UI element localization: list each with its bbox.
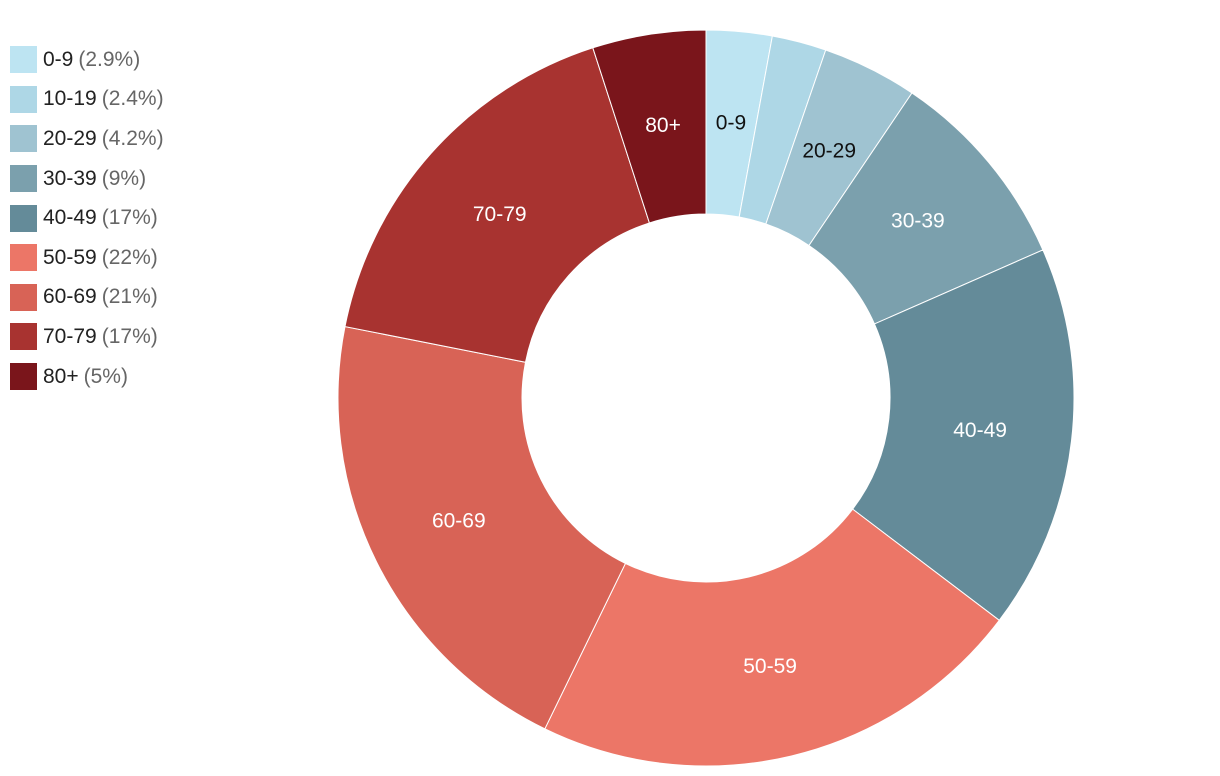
slice-label: 0-9: [716, 112, 746, 135]
legend-item: 0-9 (2.9%): [10, 40, 164, 80]
legend-swatch: [10, 85, 37, 113]
slice-label: 50-59: [743, 655, 797, 678]
legend-percent: (2.9%): [78, 47, 141, 71]
legend-percent: (17%): [101, 206, 158, 230]
donut-slice: [592, 29, 707, 224]
legend-percent: (5%): [83, 364, 128, 388]
legend-label: 70-79: [43, 324, 97, 348]
slice-label: 60-69: [432, 509, 486, 532]
legend-percent: (9%): [101, 166, 147, 190]
legend-label: 0-9: [43, 47, 74, 71]
legend-percent: (4.2%): [101, 126, 164, 150]
donut-slice: [344, 47, 651, 363]
slice-label: 70-79: [473, 203, 527, 226]
legend-swatch: [10, 283, 37, 311]
legend-item: 10-19 (2.4%): [10, 80, 164, 120]
legend-swatch: [10, 363, 37, 391]
donut-slice: [544, 508, 1000, 767]
legend-swatch: [10, 46, 37, 74]
slice-label: 30-39: [891, 210, 945, 233]
legend-item: 20-29 (4.2%): [10, 119, 164, 159]
legend-label: 40-49: [43, 206, 97, 230]
legend-percent: (17%): [101, 324, 158, 348]
legend-item: 60-69 (21%): [10, 278, 164, 318]
legend-percent: (21%): [101, 285, 158, 309]
legend-item: 40-49 (17%): [10, 198, 164, 238]
legend-label: 80+: [43, 364, 79, 388]
slice-label: 20-29: [802, 140, 856, 163]
legend-swatch: [10, 125, 37, 153]
slice-label: 40-49: [953, 419, 1007, 442]
legend-swatch: [10, 244, 37, 272]
chart-legend: 0-9 (2.9%) 10-19 (2.4%) 20-29 (4.2%) 30-39 (9%)…: [10, 40, 164, 396]
legend-label: 60-69: [43, 285, 97, 309]
legend-item: 80+ (5%): [10, 357, 164, 397]
legend-label: 30-39: [43, 166, 97, 190]
legend-percent: (22%): [101, 245, 158, 269]
slice-label: 80+: [645, 114, 681, 137]
legend-item: 70-79 (17%): [10, 317, 164, 357]
legend-label: 50-59: [43, 245, 97, 269]
legend-item: 30-39 (9%): [10, 159, 164, 199]
legend-swatch: [10, 204, 37, 232]
donut-slice: [851, 249, 1075, 622]
legend-item: 50-59 (22%): [10, 238, 164, 278]
legend-swatch: [10, 165, 37, 193]
legend-swatch: [10, 323, 37, 351]
donut-slice: [337, 325, 627, 730]
legend-label: 10-19: [43, 87, 97, 111]
legend-percent: (2.4%): [101, 87, 164, 111]
legend-label: 20-29: [43, 126, 97, 150]
